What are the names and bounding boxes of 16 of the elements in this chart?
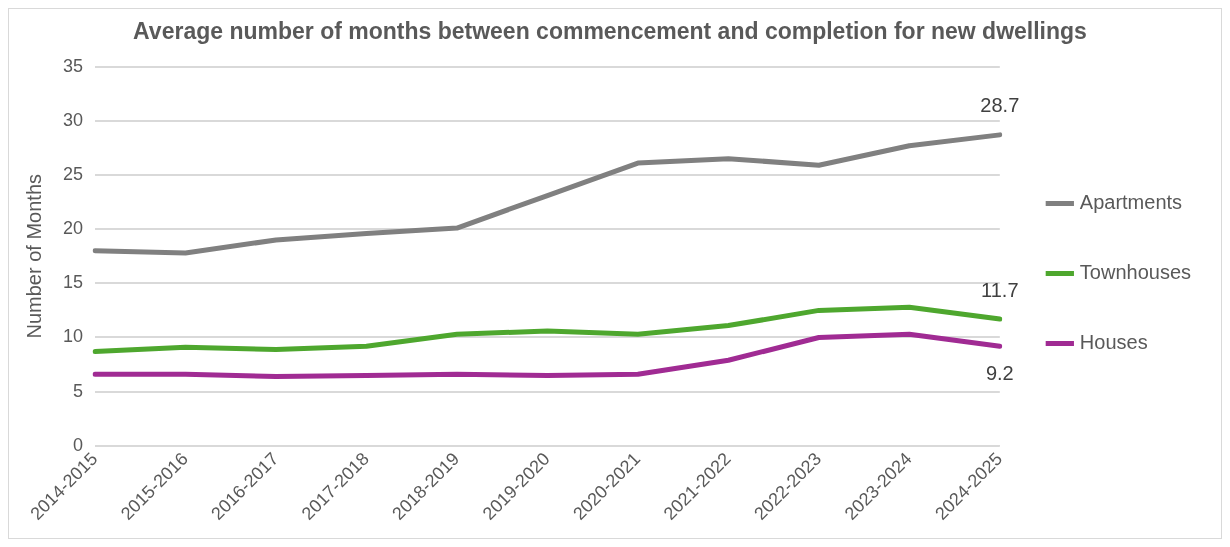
chart-title: Average number of months between commencement and completion for new dwellings — [133, 18, 1087, 45]
data-label: 11.7 — [981, 278, 1019, 301]
y-axis-title: Number of Months — [22, 173, 45, 339]
legend-label: Apartments — [1079, 191, 1183, 214]
y-tick-label: 10 — [62, 326, 84, 347]
y-tick-label: 5 — [73, 380, 84, 401]
y-tick-label: 35 — [62, 55, 84, 76]
legend-label: Houses — [1079, 331, 1148, 354]
y-tick-label: 25 — [62, 163, 84, 184]
data-label: 28.7 — [980, 94, 1020, 117]
y-tick-label: 15 — [62, 272, 84, 293]
y-tick-label: 30 — [62, 109, 84, 130]
y-tick-label: 20 — [62, 218, 84, 239]
legend-label: Townhouses — [1079, 261, 1192, 284]
y-tick-label: 0 — [73, 434, 84, 455]
data-label: 9.2 — [985, 361, 1014, 384]
